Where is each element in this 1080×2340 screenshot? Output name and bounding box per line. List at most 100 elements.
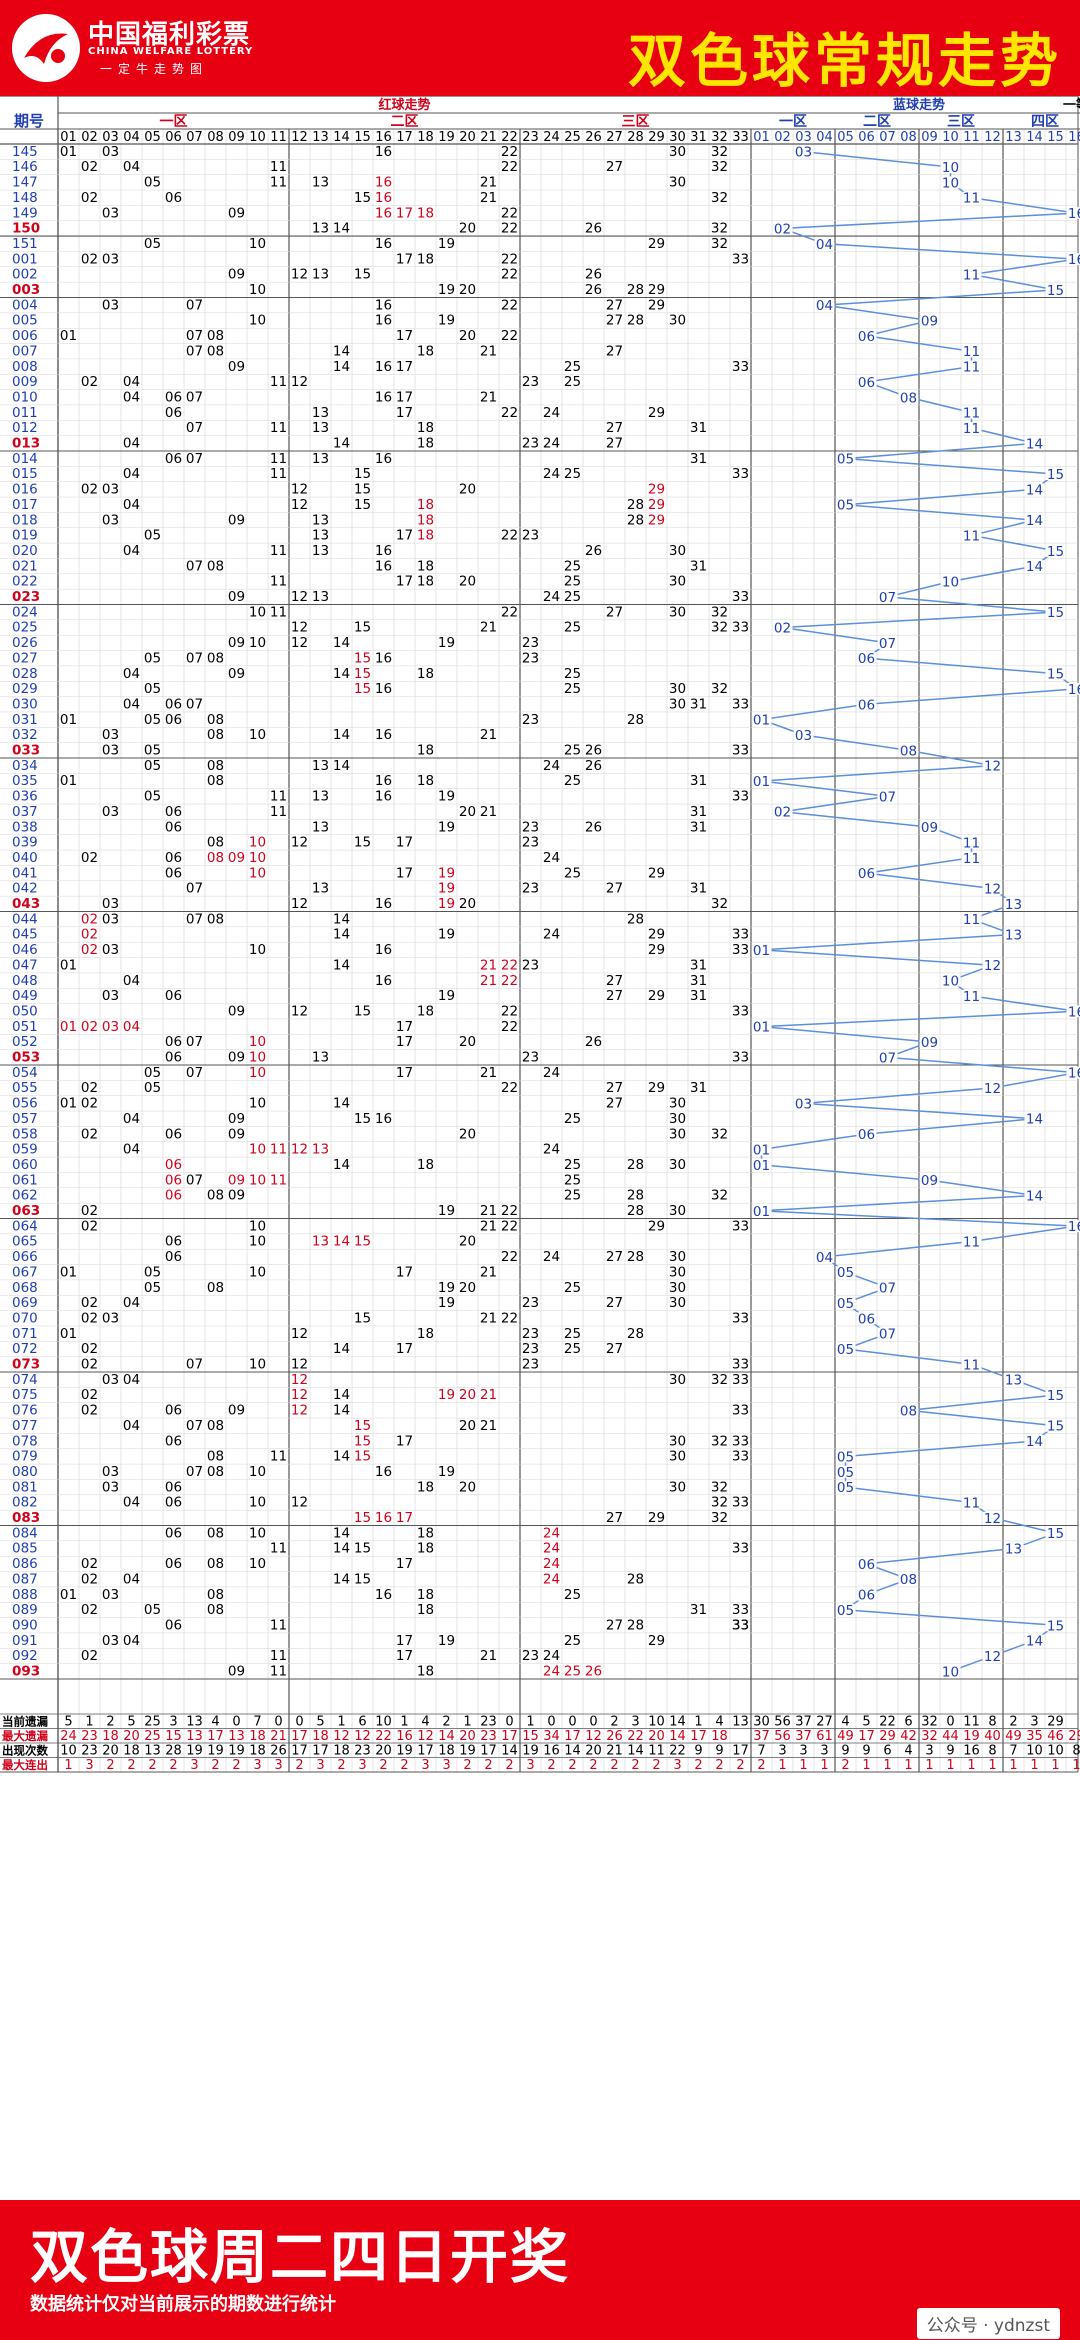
red-ball-number: 17 (396, 1019, 413, 1035)
red-ball-number: 04 (123, 666, 140, 682)
red-ball-number: 28 (627, 1157, 644, 1173)
red-ball-number: 18 (417, 743, 434, 759)
page-title: 双色球常规走势 (627, 27, 1062, 95)
red-ball-number: 25 (564, 1157, 581, 1173)
red-ball-number: 22 (501, 251, 518, 267)
red-ball-number: 18 (417, 528, 434, 544)
red-ball-number: 24 (543, 1142, 560, 1158)
red-ball-number: 02 (81, 1648, 98, 1664)
blue-ball-number: 11 (963, 528, 980, 544)
red-ball-number: 06 (165, 1172, 182, 1188)
red-ball-number: 19 (438, 789, 455, 805)
red-ball-number: 02 (81, 190, 98, 206)
red-ball-number: 11 (270, 1541, 287, 1557)
red-ball-number: 04 (123, 466, 140, 482)
blue-ball-backdrop (856, 1312, 877, 1325)
stat-red-value: 2 (736, 1758, 744, 1773)
red-number-header: 19 (438, 130, 455, 145)
stat-red-value: 2 (442, 1715, 450, 1730)
red-ball-number: 18 (417, 1664, 434, 1680)
red-ball-number: 33 (732, 1403, 749, 1419)
red-ball-number: 21 (480, 389, 497, 405)
red-ball-number: 27 (606, 1295, 623, 1311)
red-ball-number: 02 (81, 251, 98, 267)
red-ball-number: 27 (606, 159, 623, 175)
blue-ball-number: 02 (774, 621, 791, 637)
red-ball-number: 17 (396, 1433, 413, 1449)
period-number: 033 (12, 743, 40, 759)
red-number-header: 23 (522, 130, 539, 145)
red-ball-number: 16 (375, 236, 392, 252)
red-ball-number: 12 (291, 896, 308, 912)
stat-blue-value: 6 (883, 1744, 891, 1759)
red-ball-number: 10 (249, 1034, 266, 1050)
red-ball-number: 04 (123, 1019, 140, 1035)
blue-ball-number: 11 (963, 1235, 980, 1251)
stat-red-value: 19 (228, 1744, 245, 1759)
blue-ball-backdrop (835, 1603, 856, 1616)
red-ball-number: 03 (102, 1479, 119, 1495)
period-number: 008 (12, 359, 38, 375)
stat-red-value: 5 (127, 1715, 135, 1730)
blue-ball-backdrop (982, 759, 1003, 772)
stat-blue-value: 37 (753, 1729, 770, 1744)
red-ball-number: 25 (564, 558, 581, 574)
red-ball-number: 30 (669, 1295, 686, 1311)
blue-ball-number: 16 (1068, 206, 1080, 222)
red-ball-number: 19 (438, 1633, 455, 1649)
blue-ball-number: 04 (816, 298, 833, 314)
red-ball-number: 27 (606, 881, 623, 897)
red-ball-number: 31 (690, 804, 707, 820)
blue-ball-backdrop (940, 575, 961, 588)
period-number: 022 (12, 574, 38, 590)
red-zone-header: 二区 (391, 114, 419, 130)
blue-ball-number: 03 (795, 145, 812, 161)
red-ball-number: 31 (690, 957, 707, 973)
period-number: 028 (12, 666, 38, 682)
red-ball-number: 06 (165, 1034, 182, 1050)
period-number: 093 (12, 1664, 40, 1680)
stat-red-value: 6 (358, 1715, 366, 1730)
red-ball-number: 11 (270, 1172, 287, 1188)
blue-ball-number: 16 (1068, 1066, 1080, 1082)
period-number: 068 (12, 1280, 38, 1296)
red-ball-number: 31 (690, 696, 707, 712)
red-ball-number: 16 (375, 1464, 392, 1480)
stat-red-value: 1 (694, 1715, 702, 1730)
red-ball-number: 24 (543, 466, 560, 482)
red-ball-number: 03 (102, 144, 119, 160)
red-ball-number: 15 (354, 1111, 371, 1127)
stat-blue-value: 29 (1068, 1729, 1080, 1744)
period-number: 060 (12, 1157, 38, 1173)
red-ball-number: 13 (312, 1234, 329, 1250)
blue-zone-header: 一区 (779, 114, 807, 130)
period-number: 089 (12, 1602, 38, 1618)
red-ball-number: 13 (312, 1050, 329, 1066)
red-ball-number: 01 (60, 144, 77, 160)
blue-ball-number: 07 (879, 1050, 896, 1066)
blue-ball-backdrop (1066, 1005, 1080, 1018)
red-ball-number: 11 (270, 574, 287, 590)
period-number: 043 (12, 896, 40, 912)
red-ball-number: 25 (564, 1111, 581, 1127)
stat-red-value: 14 (627, 1744, 644, 1759)
stat-blue-value: 1 (820, 1758, 828, 1773)
stat-red-value: 2 (463, 1758, 471, 1773)
red-ball-number: 23 (522, 374, 539, 390)
red-number-header: 14 (333, 130, 350, 145)
red-ball-number: 21 (480, 1418, 497, 1434)
stat-red-value: 9 (694, 1744, 702, 1759)
red-ball-number: 06 (165, 1495, 182, 1511)
period-number: 041 (12, 865, 38, 881)
blue-ball-number: 09 (921, 1035, 938, 1051)
period-number: 021 (12, 558, 38, 574)
blue-ball-number: 06 (858, 866, 875, 882)
stat-blue-value: 56 (774, 1715, 791, 1730)
period-number: 062 (12, 1188, 38, 1204)
red-ball-number: 29 (648, 988, 665, 1004)
red-ball-number: 10 (249, 313, 266, 329)
stat-red-value: 23 (81, 1729, 98, 1744)
stat-blue-value: 4 (904, 1744, 912, 1759)
blue-ball-number: 11 (963, 835, 980, 851)
blue-ball-backdrop (919, 314, 940, 327)
